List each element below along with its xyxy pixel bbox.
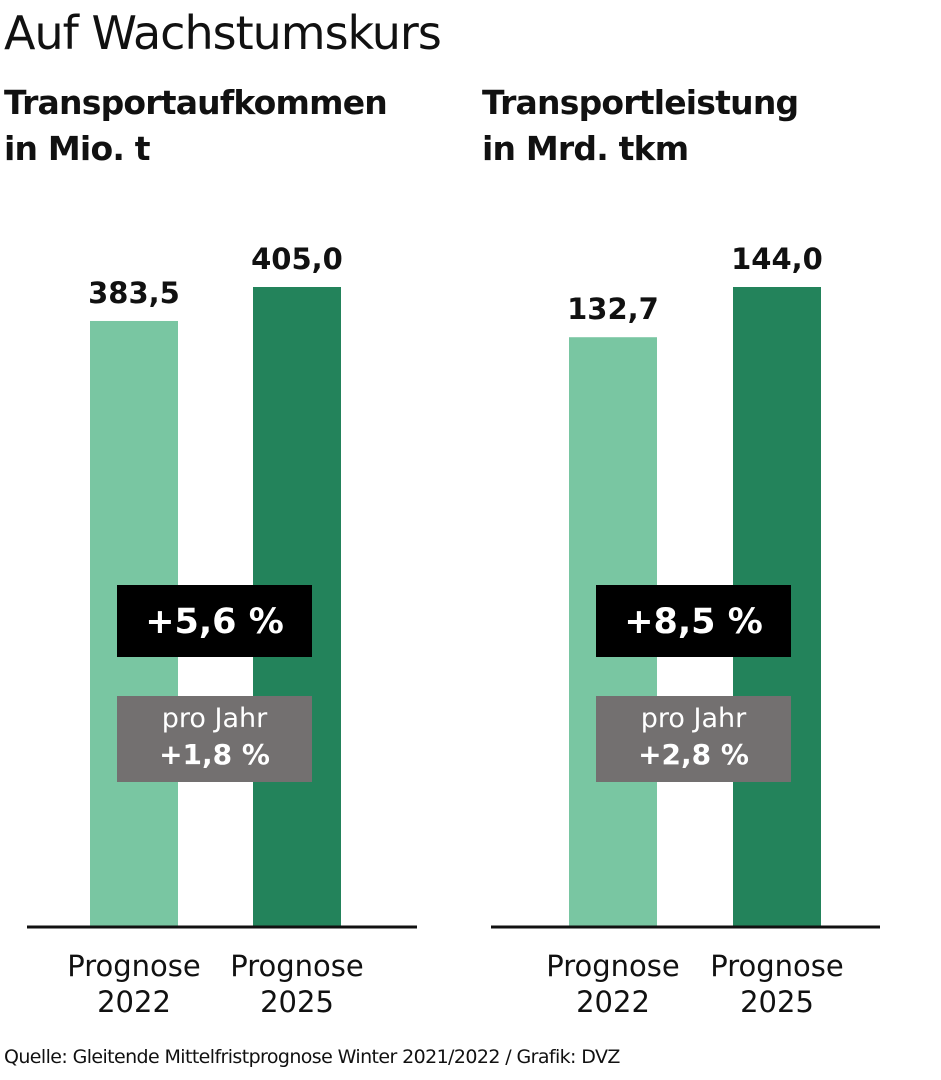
- right-bar-2-value-label: 144,0: [731, 242, 823, 276]
- left-per-year-caption: pro Jahr: [162, 703, 268, 734]
- left-chart-title: Transportaufkommen in Mio. t: [4, 80, 388, 172]
- right-per-year-value: +2,8 %: [638, 738, 749, 771]
- right-total-change-label: +8,5 %: [624, 602, 763, 642]
- right-category-label-1-line-2: 2022: [576, 985, 650, 1019]
- right-per-year-caption: pro Jahr: [641, 703, 747, 734]
- right-chart-title-line-1: Transportleistung: [482, 83, 799, 122]
- right-category-label-1-line-1: Prognose: [546, 949, 680, 983]
- right-total-change-box: [596, 585, 791, 657]
- left-per-year-value: +1,8 %: [159, 738, 270, 771]
- left-chart-title-line-2: in Mio. t: [4, 129, 151, 168]
- source-note: Quelle: Gleitende Mittelfristprognose Wi…: [4, 1046, 620, 1068]
- left-per-year-box: [117, 696, 312, 782]
- chart-main-title: Auf Wachstumskurs: [4, 6, 442, 60]
- left-bar-1-value-label: 383,5: [88, 276, 180, 310]
- left-category-label-1-line-1: Prognose: [67, 949, 201, 983]
- right-category-label-2-line-1: Prognose: [710, 949, 844, 983]
- left-chart-title-line-1: Transportaufkommen: [4, 83, 388, 122]
- right-chart-title-line-2: in Mrd. tkm: [482, 129, 689, 168]
- left-total-change-box: [117, 585, 312, 657]
- left-total-change-label: +5,6 %: [145, 602, 284, 642]
- left-category-label-2-line-1: Prognose: [230, 949, 364, 983]
- left-bar-2-value-label: 405,0: [251, 242, 343, 276]
- left-category-label-1-line-2: 2022: [97, 985, 171, 1019]
- right-chart-title: Transportleistung in Mrd. tkm: [482, 80, 799, 172]
- right-bar-1-value-label: 132,7: [567, 292, 659, 326]
- left-category-label-2-line-2: 2025: [260, 985, 334, 1019]
- right-per-year-box: [596, 696, 791, 782]
- right-category-label-2-line-2: 2025: [740, 985, 814, 1019]
